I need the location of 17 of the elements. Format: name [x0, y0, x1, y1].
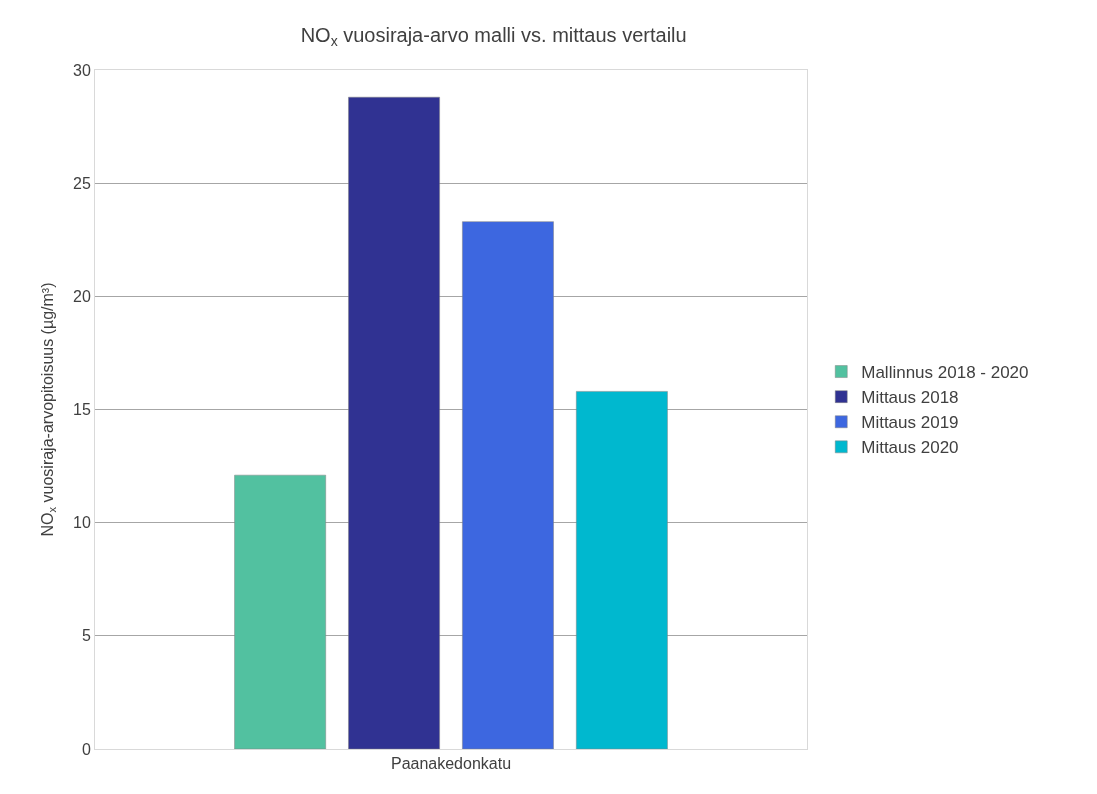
bar — [462, 221, 554, 749]
y-tick-label: 15 — [73, 401, 91, 419]
x-tick-label: Paanakedonkatu — [390, 755, 512, 773]
legend-label: Mallinnus 2018 - 2020 — [861, 363, 1029, 383]
y-tick-label: 10 — [73, 514, 91, 532]
y-tick-label: 20 — [73, 287, 91, 305]
bar — [234, 474, 326, 749]
y-tick-label: 0 — [81, 740, 91, 758]
y-tick-label: 5 — [81, 627, 91, 645]
bar — [348, 96, 440, 749]
legend-label: Mittaus 2020 — [861, 438, 959, 458]
chart-title: NO$_{x}$ vuosiraja-arvo malli vs. mittaus vertailu — [300, 23, 687, 49]
bar — [576, 391, 668, 749]
y-tick-label: 30 — [73, 61, 91, 79]
y-tick-label: 25 — [73, 174, 91, 192]
legend-label: Mittaus 2019 — [861, 413, 959, 433]
legend-label: Mittaus 2018 — [861, 388, 959, 408]
